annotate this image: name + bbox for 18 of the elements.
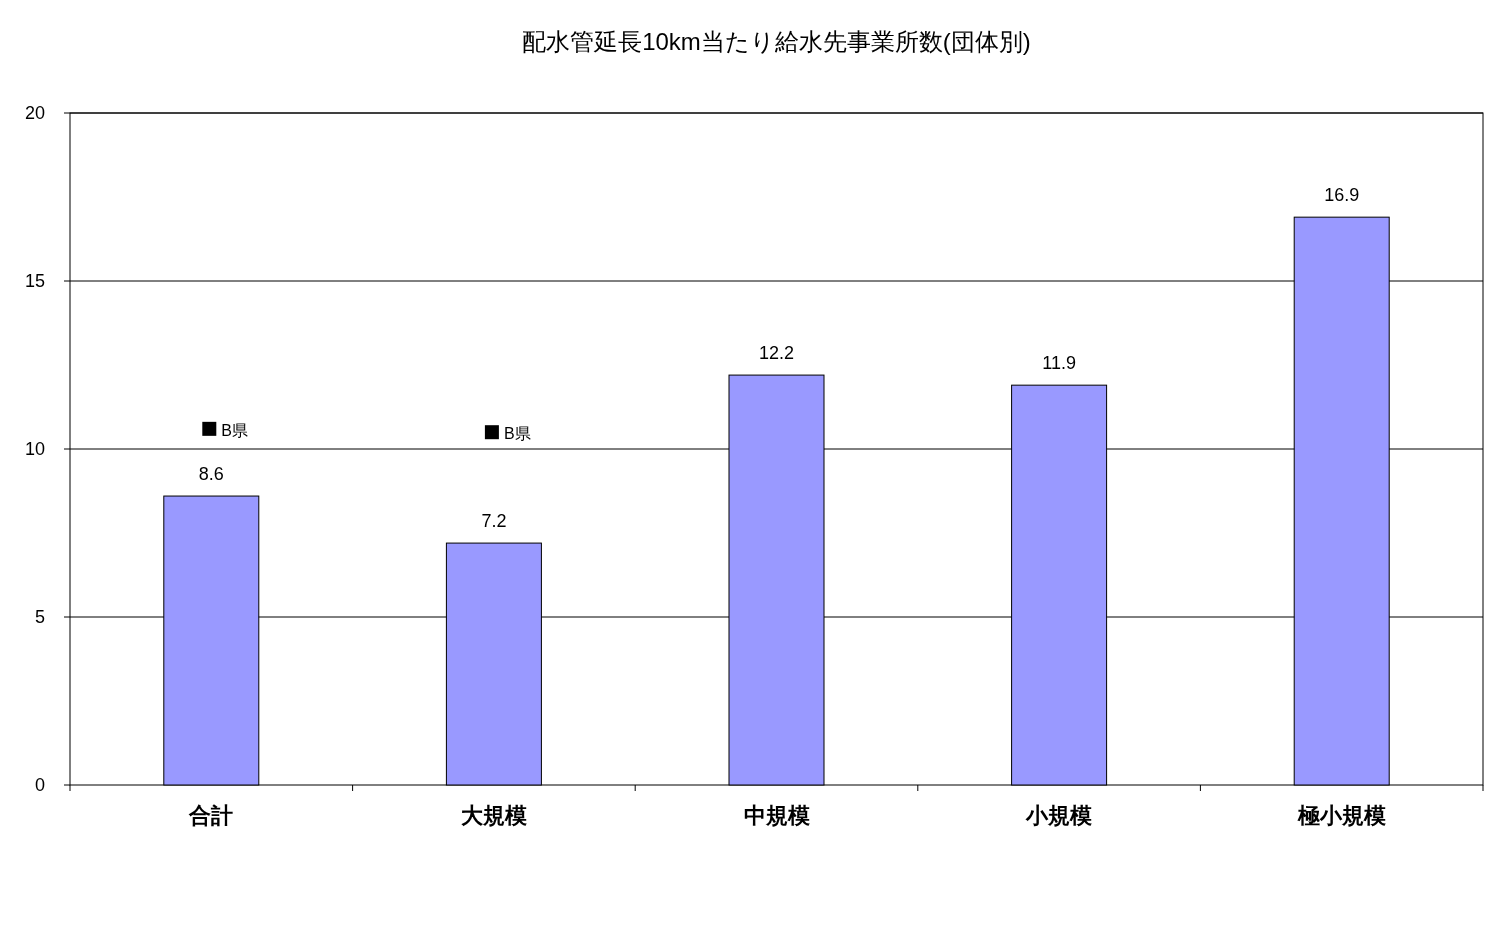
y-tick-label: 20 (24, 103, 45, 123)
x-tick-label: 合計 (188, 803, 234, 828)
x-tick-label: 大規模 (460, 803, 527, 828)
data-label: 7.2 (481, 511, 507, 532)
x-tick-label: 中規模 (743, 803, 810, 828)
y-tick-label: 15 (24, 271, 45, 291)
y-tick-label: 0 (34, 775, 45, 795)
x-tick-label: 極小規模 (1296, 803, 1386, 828)
data-label: 12.2 (758, 343, 795, 364)
data-label: 8.6 (198, 464, 224, 485)
series-label: B県 (221, 421, 248, 439)
data-label: 11.9 (1042, 353, 1076, 374)
chart-title: 配水管延長10km当たり給水先事業所数(団体別) (522, 28, 1031, 55)
y-tick-label: 5 (34, 607, 45, 627)
data-label: 16.9 (1324, 185, 1360, 206)
text: B県 (503, 425, 531, 443)
x-tick-label: 小規模 (1025, 803, 1093, 828)
y-tick-label: 10 (24, 439, 45, 459)
